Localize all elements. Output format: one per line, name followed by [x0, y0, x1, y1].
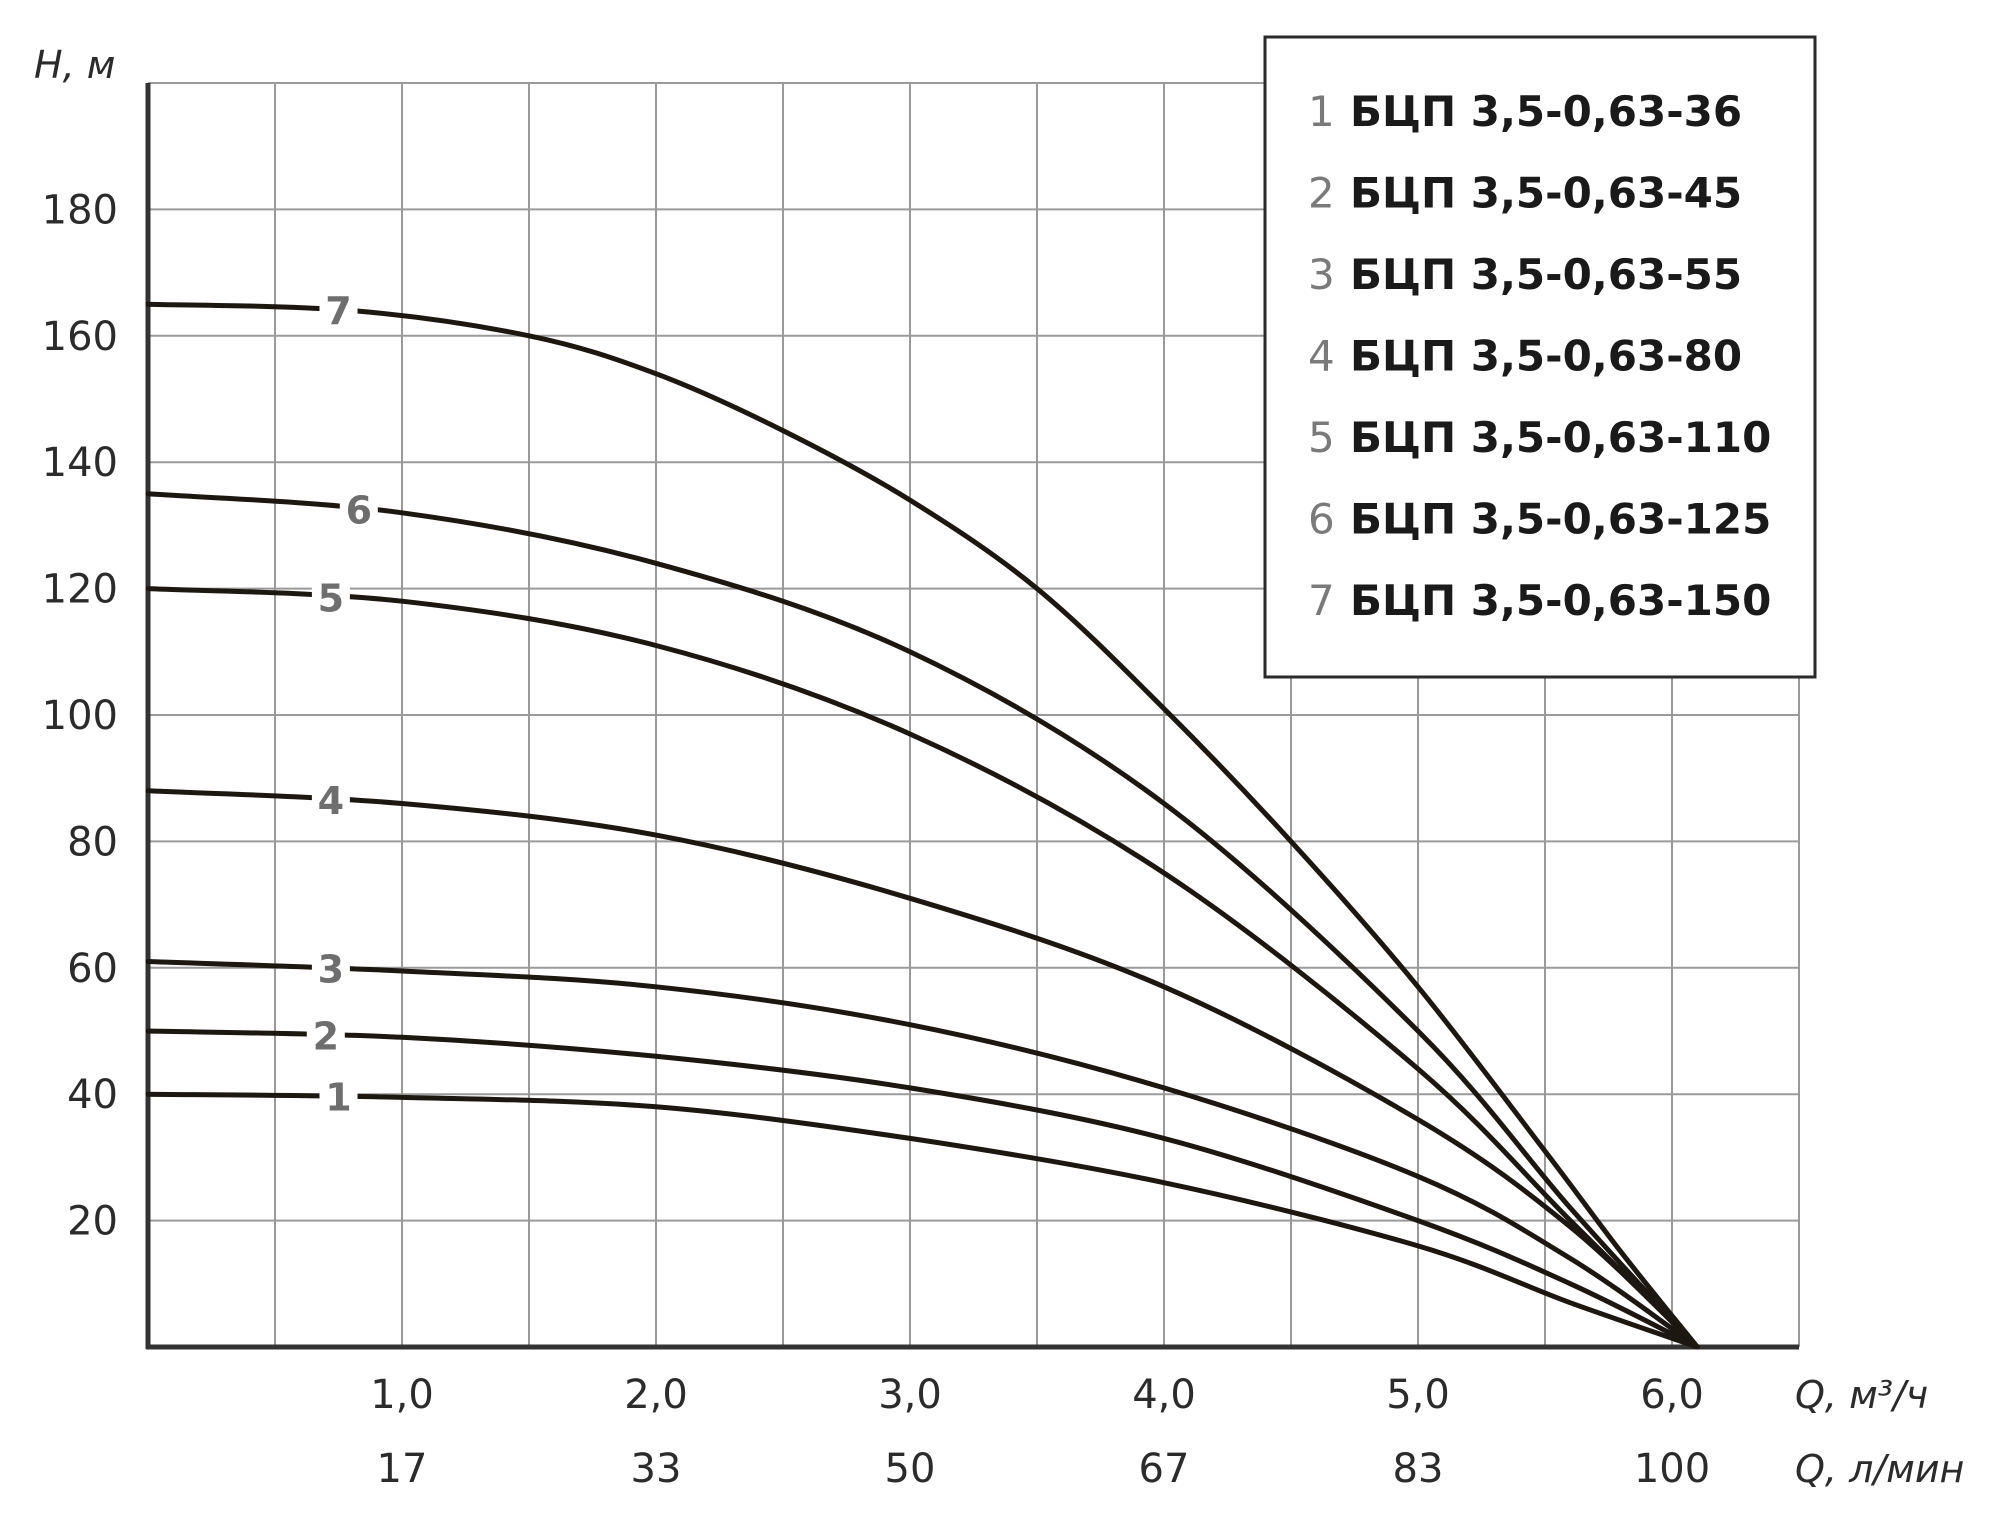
curve-label-4: 4	[318, 779, 344, 823]
curve-3	[145, 959, 1700, 1350]
legend-entry-number: 3	[1308, 250, 1335, 299]
x-tick-label: 1,0	[370, 1372, 434, 1418]
x-tick-label: 2,0	[624, 1372, 688, 1418]
curve-label-2: 2	[313, 1014, 339, 1058]
x-axis-label-secondary: Q, л/мин	[1795, 1447, 1964, 1491]
legend-entry-number: 1	[1308, 87, 1335, 136]
x-tick-label-lpm: 67	[1139, 1446, 1190, 1492]
curve-7	[145, 301, 1700, 1350]
curves	[145, 301, 1700, 1350]
curve-1	[145, 1091, 1700, 1350]
y-axis-label: H, м	[34, 43, 115, 87]
curve-label-3: 3	[318, 947, 344, 991]
legend: 1 БЦП 3,5-0,63-36 2 БЦП 3,5-0,63-45 3 БЦП 3,5…	[1263, 35, 1817, 679]
y-tick-label: 40	[67, 1072, 118, 1118]
legend-entry-number: 7	[1308, 576, 1335, 625]
y-tick-label: 60	[67, 946, 118, 992]
curve-label-5: 5	[318, 577, 344, 621]
axes	[145, 83, 1799, 1350]
legend-entry-number: 6	[1308, 495, 1335, 544]
legend-entry-name: БЦП 3,5-0,63-125	[1350, 495, 1771, 544]
curve-label-6: 6	[346, 489, 372, 533]
curve-6	[145, 491, 1700, 1350]
x-tick-label-lpm: 17	[377, 1446, 428, 1492]
x-tick-label: 6,0	[1640, 1372, 1704, 1418]
curve-label-bg	[311, 944, 350, 993]
curve-5	[145, 586, 1700, 1350]
legend-entry-name: БЦП 3,5-0,63-45	[1350, 169, 1742, 218]
y-tick-label: 80	[67, 819, 118, 865]
legend-entry-name: БЦП 3,5-0,63-55	[1350, 250, 1742, 299]
y-tick-label: 140	[42, 440, 118, 486]
legend-box	[1263, 35, 1817, 679]
legend-entry-number: 4	[1308, 332, 1335, 381]
curve-2	[145, 1028, 1700, 1350]
curve-label-bg	[311, 775, 350, 824]
y-tick-label: 20	[67, 1199, 118, 1245]
y-tick-label: 120	[42, 567, 118, 613]
x-tick-label-lpm: 83	[1393, 1446, 1444, 1492]
x-tick-label-lpm: 100	[1634, 1446, 1710, 1492]
legend-entry-number: 2	[1308, 169, 1335, 218]
legend-entry-number: 5	[1308, 413, 1335, 462]
x-tick-label: 4,0	[1132, 1372, 1196, 1418]
curve-label-bg	[339, 485, 378, 534]
x-tick-label: 3,0	[878, 1372, 942, 1418]
curve-label-bg	[306, 1011, 345, 1060]
curve-label-bg	[319, 286, 358, 335]
y-tick-label: 100	[42, 693, 118, 739]
x-tick-label-lpm: 33	[631, 1446, 682, 1492]
curve-label-bg	[319, 1072, 358, 1121]
curve-label-1: 1	[325, 1076, 351, 1120]
y-tick-label: 180	[42, 187, 118, 233]
x-tick-label-lpm: 50	[885, 1446, 936, 1492]
x-axis-label-primary: Q, м³/ч	[1795, 1373, 1928, 1417]
x-tick-label: 5,0	[1386, 1372, 1450, 1418]
curve-labels: 1 2 3 4 56 7	[306, 286, 378, 1121]
tick-labels: 204060801001201401601801,0172,0333,0504,…	[42, 187, 1711, 1492]
legend-entry-name: БЦП 3,5-0,63-36	[1350, 87, 1742, 136]
legend-entry-name: БЦП 3,5-0,63-80	[1350, 332, 1742, 381]
y-tick-label: 160	[42, 314, 118, 360]
curve-label-7: 7	[325, 289, 351, 333]
legend-entry-name: БЦП 3,5-0,63-150	[1350, 576, 1771, 625]
curve-4	[145, 788, 1700, 1350]
curve-label-bg	[311, 573, 350, 622]
legend-entry-name: БЦП 3,5-0,63-110	[1350, 413, 1771, 462]
